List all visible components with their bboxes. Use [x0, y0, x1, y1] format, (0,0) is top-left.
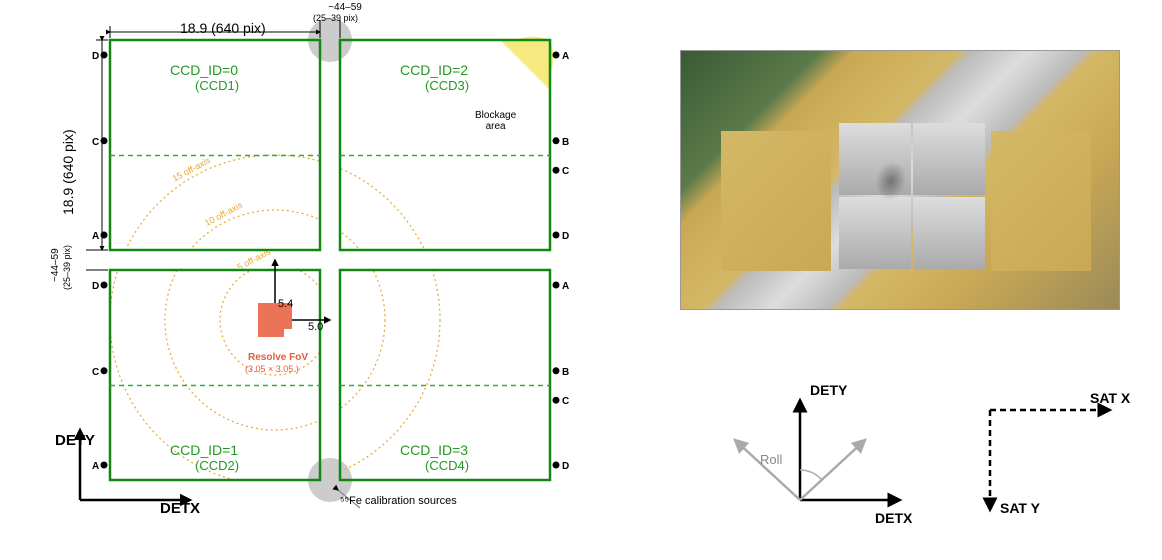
dety-label-right: DETY — [810, 382, 847, 398]
left-dimension-label: 18.9 (640 pix) — [60, 129, 76, 215]
resolve-dy: 5.4 — [278, 298, 293, 310]
svg-text:B: B — [562, 367, 569, 378]
ccd1-name-label: (CCD2) — [195, 458, 239, 473]
gap-top-label: ~44–59 — [315, 2, 375, 13]
ccd3-id-label: CCD_ID=3 — [400, 442, 468, 458]
saty-label: SAT Y — [1000, 500, 1040, 516]
satx-label: SAT X — [1090, 390, 1130, 406]
ccd0-id-label: CCD_ID=0 — [170, 62, 238, 78]
svg-text:15 off-axis: 15 off-axis — [171, 155, 213, 183]
dety-axis-label: DETY — [55, 432, 95, 449]
svg-text:A: A — [562, 281, 569, 292]
hardware-photo — [680, 50, 1120, 310]
gap-left-label: ~44–59 — [50, 248, 61, 282]
resolve-dx: 5.0 — [308, 321, 323, 333]
gap-top-sublabel: (25–39 pix) — [313, 13, 358, 23]
svg-text:B: B — [562, 137, 569, 148]
detx-label-right: DETX — [875, 510, 912, 526]
svg-text:A: A — [92, 461, 99, 472]
svg-text:C: C — [562, 166, 569, 177]
ccd0-name-label: (CCD1) — [195, 78, 239, 93]
fe-cal-label: ⁵⁵Fe calibration sources — [340, 495, 457, 507]
ccd3-name-label: (CCD4) — [425, 458, 469, 473]
svg-text:C: C — [562, 396, 569, 407]
svg-text:10 off-axis: 10 off-axis — [203, 200, 245, 228]
svg-text:C: C — [92, 367, 99, 378]
ccd2-id-label: CCD_ID=2 — [400, 62, 468, 78]
ccd1-id-label: CCD_ID=1 — [170, 442, 238, 458]
svg-text:A: A — [562, 51, 569, 62]
detx-axis-label: DETX — [160, 500, 200, 517]
roll-label: Roll — [760, 452, 782, 467]
det-coord-axes — [700, 380, 920, 560]
resolve-size: (3.05 × 3.05 ) — [245, 364, 299, 374]
svg-text:D: D — [562, 461, 569, 472]
ccd2-name-label: (CCD3) — [425, 78, 469, 93]
svg-text:A: A — [92, 231, 99, 242]
svg-text:D: D — [92, 51, 99, 62]
blockage-label: Blockage area — [475, 110, 516, 132]
svg-text:D: D — [562, 231, 569, 242]
resolve-title: Resolve FoV — [248, 352, 308, 363]
gap-left-sublabel: (25–39 pix) — [62, 245, 72, 290]
svg-text:C: C — [92, 137, 99, 148]
top-dimension-label: 18.9 (640 pix) — [180, 20, 266, 36]
sat-coord-axes — [960, 380, 1160, 560]
svg-text:D: D — [92, 281, 99, 292]
